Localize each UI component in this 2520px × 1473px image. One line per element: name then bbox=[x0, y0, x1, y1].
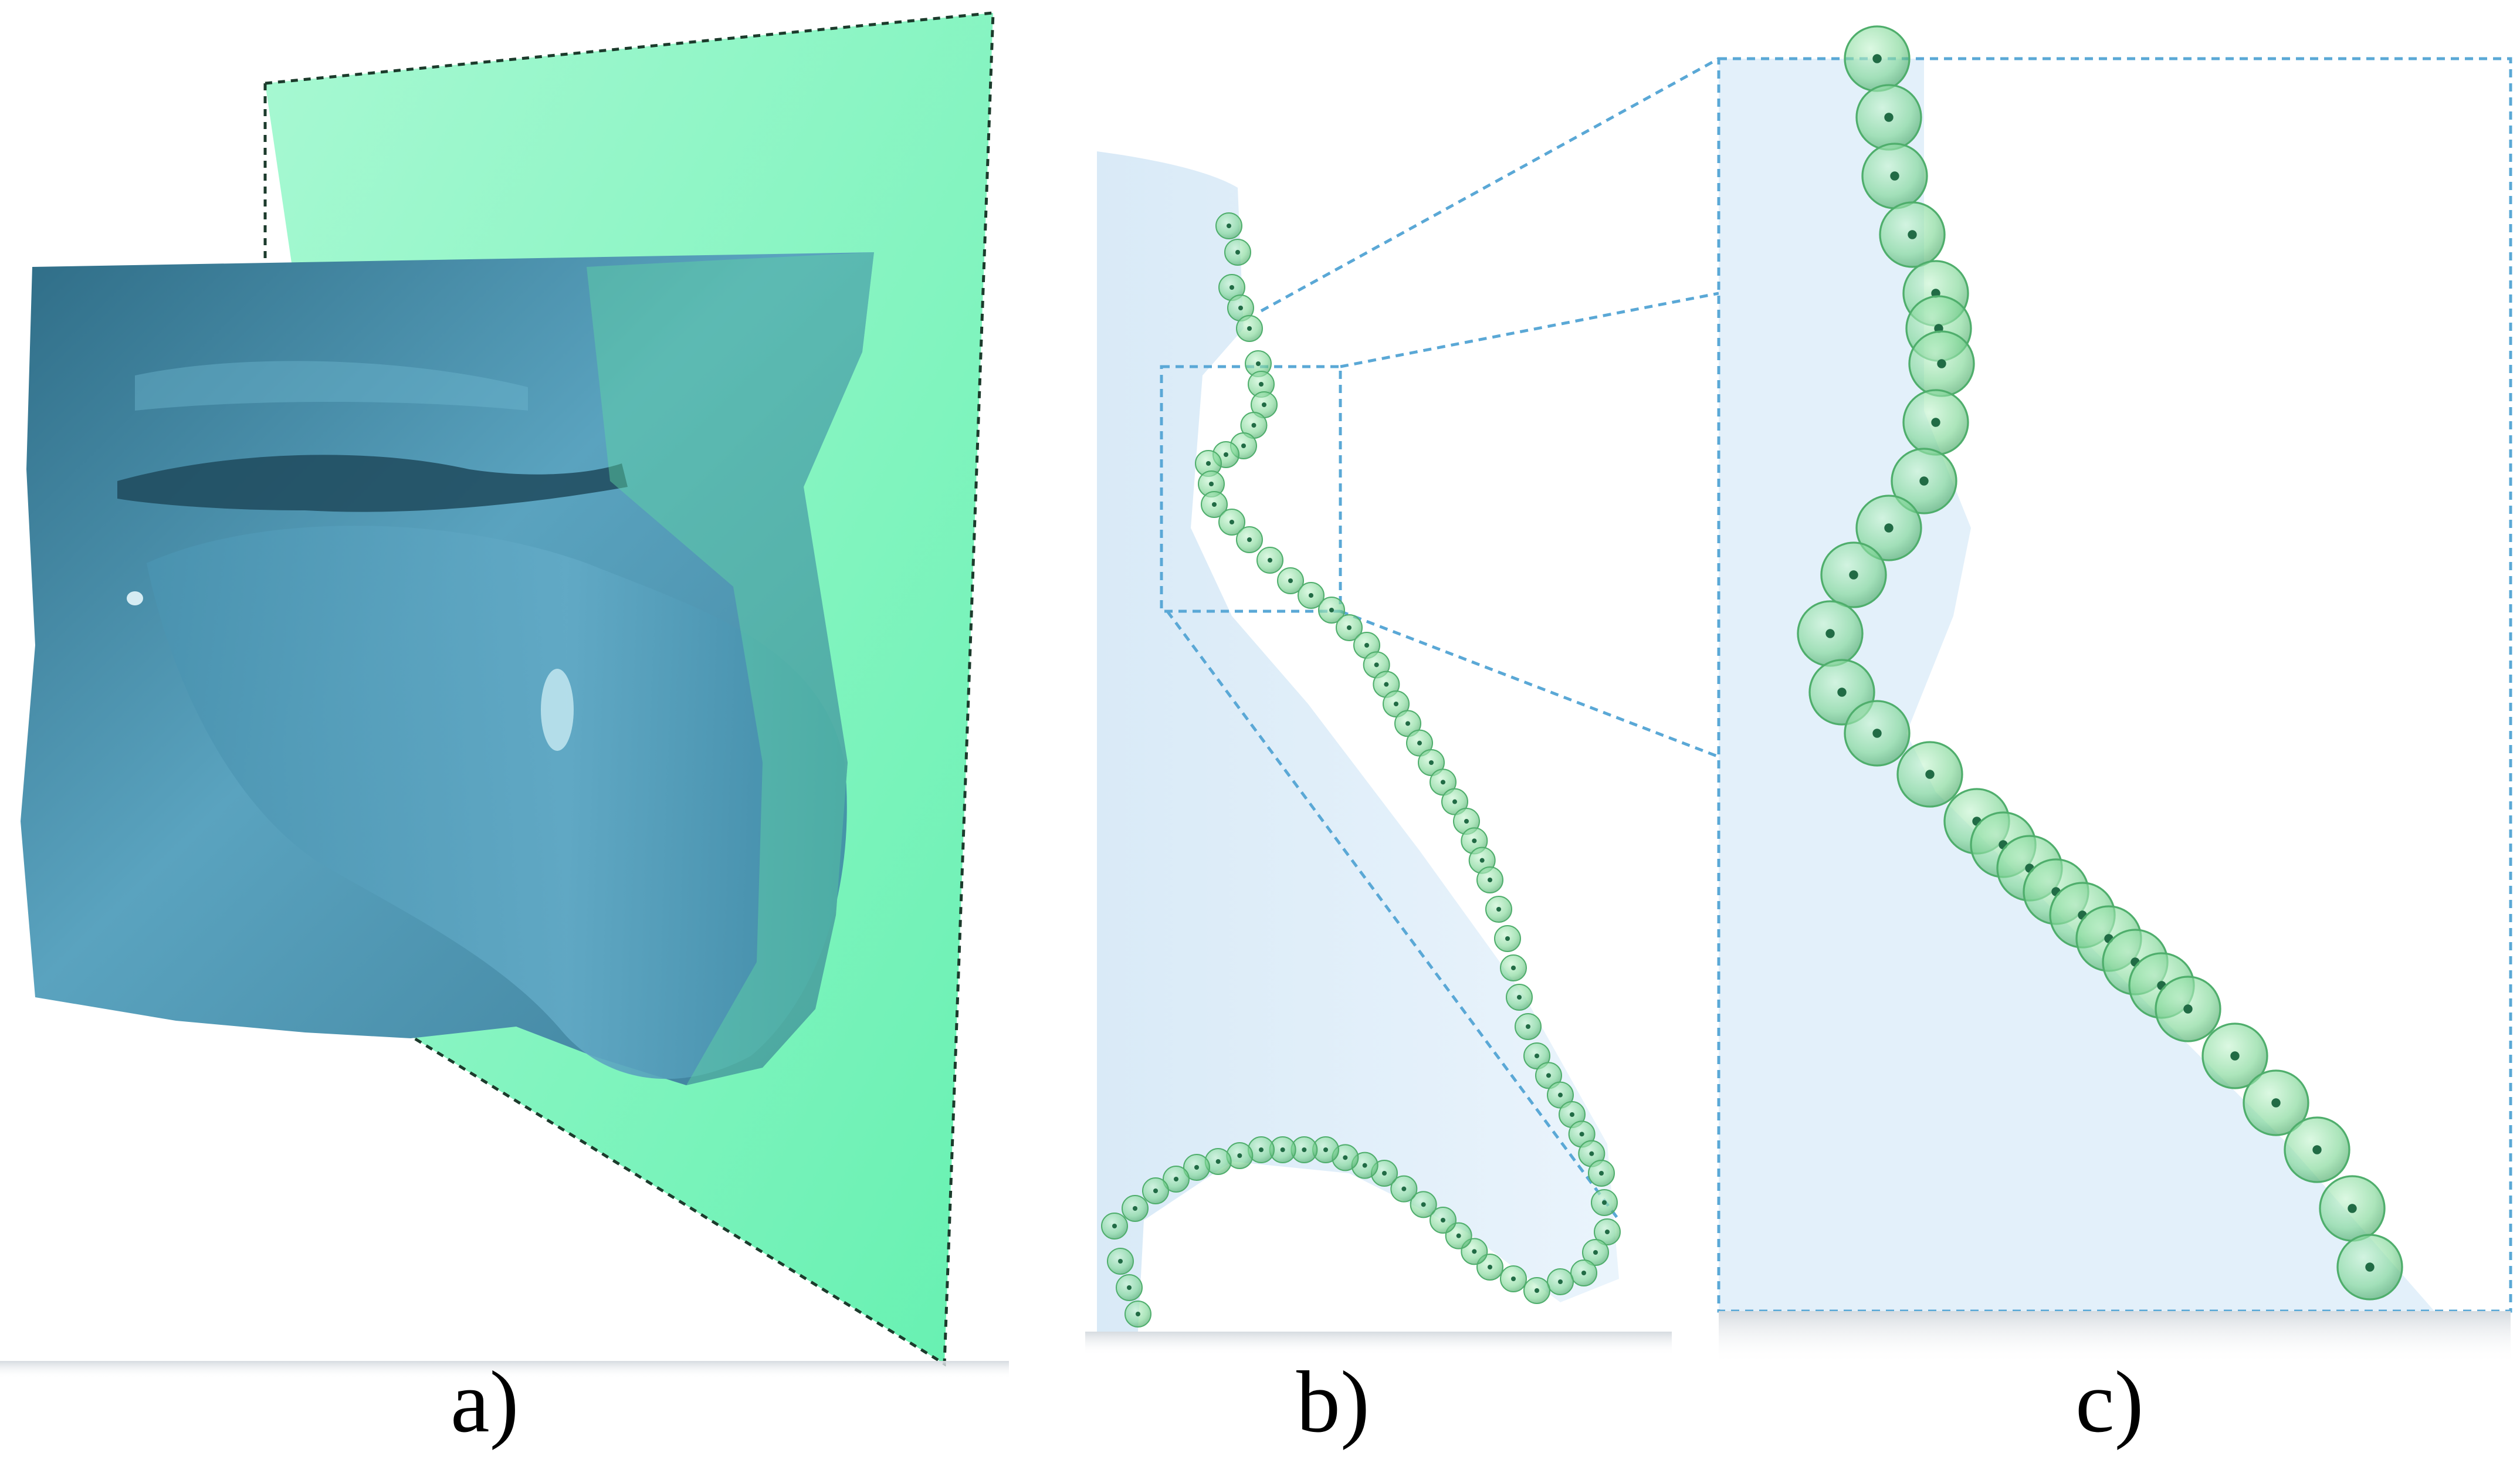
sphere bbox=[1855, 495, 1922, 561]
sphere bbox=[1485, 896, 1512, 923]
sphere bbox=[1353, 632, 1380, 659]
panel-a bbox=[0, 11, 1009, 1379]
sphere bbox=[1494, 925, 1521, 952]
sphere bbox=[1515, 1013, 1542, 1040]
sphere bbox=[1523, 1277, 1550, 1304]
sphere bbox=[1336, 614, 1363, 641]
sphere bbox=[2155, 976, 2221, 1042]
caption-b: b) bbox=[1296, 1353, 1370, 1451]
sphere bbox=[1861, 143, 1928, 209]
sphere bbox=[1240, 412, 1268, 439]
sphere bbox=[1588, 1160, 1615, 1187]
sphere bbox=[1226, 1142, 1254, 1169]
sphere bbox=[1248, 1136, 1275, 1163]
sphere bbox=[1578, 1140, 1606, 1167]
zoom-guide-lines bbox=[1166, 57, 1720, 1221]
sphere bbox=[1394, 710, 1421, 737]
sphere bbox=[1218, 509, 1245, 536]
sphere bbox=[1390, 1175, 1418, 1203]
surface-crease bbox=[117, 455, 628, 512]
sphere bbox=[1844, 700, 1911, 767]
caption-a: a) bbox=[451, 1353, 519, 1451]
sphere bbox=[1797, 600, 1864, 667]
sphere bbox=[1582, 1239, 1609, 1266]
sphere bbox=[1183, 1154, 1210, 1181]
sphere bbox=[1535, 1062, 1562, 1089]
surface-behind-plane bbox=[587, 252, 874, 1085]
sphere bbox=[1201, 491, 1228, 518]
panel-b bbox=[1085, 57, 1720, 1355]
sphere bbox=[1879, 201, 1946, 268]
sphere bbox=[1227, 294, 1254, 321]
sphere bbox=[1430, 768, 1457, 796]
sphere bbox=[1591, 1189, 1618, 1216]
sphere bbox=[1224, 239, 1251, 266]
sphere bbox=[1116, 1274, 1143, 1301]
sphere bbox=[1122, 1195, 1149, 1222]
sphere bbox=[1277, 567, 1304, 594]
sphere bbox=[2243, 1069, 2309, 1136]
sphere bbox=[1891, 448, 1957, 514]
sphere bbox=[1406, 729, 1433, 757]
sphere bbox=[1500, 1265, 1527, 1292]
sphere bbox=[1594, 1218, 1621, 1245]
sphere bbox=[2319, 1175, 2386, 1242]
sphere bbox=[1844, 25, 1911, 92]
sphere bbox=[1820, 541, 1887, 608]
panel-c bbox=[1717, 25, 2512, 1364]
sphere bbox=[1896, 741, 1963, 808]
sphere bbox=[1163, 1166, 1190, 1193]
sphere bbox=[1476, 866, 1503, 893]
sphere bbox=[1251, 391, 1278, 418]
sphere bbox=[1430, 1207, 1457, 1234]
sphere bbox=[2284, 1116, 2350, 1183]
sphere bbox=[2201, 1022, 2268, 1089]
sphere bbox=[1124, 1301, 1151, 1328]
surface-tongue bbox=[147, 526, 847, 1079]
sphere bbox=[1236, 526, 1263, 553]
sphere bbox=[1236, 315, 1263, 342]
sphere bbox=[1198, 470, 1225, 497]
sphere bbox=[1142, 1177, 1169, 1204]
sphere bbox=[1215, 212, 1242, 239]
sphere bbox=[1547, 1268, 1574, 1295]
sphere bbox=[1908, 330, 1975, 397]
sphere bbox=[1248, 371, 1275, 398]
sphere bbox=[1500, 954, 1527, 981]
sphere bbox=[1318, 597, 1345, 624]
sphere-chain-b bbox=[1101, 212, 1621, 1328]
cross-section-surface bbox=[1097, 151, 1619, 1332]
cutting-plane-outline bbox=[265, 11, 995, 1367]
sphere bbox=[1570, 1259, 1597, 1286]
sphere bbox=[1256, 547, 1283, 574]
sphere bbox=[2336, 1234, 2403, 1301]
sphere bbox=[1410, 1191, 1437, 1218]
sphere bbox=[1855, 84, 1922, 151]
sphere bbox=[1312, 1136, 1339, 1163]
caption-c: c) bbox=[2075, 1353, 2144, 1451]
sphere bbox=[1506, 984, 1533, 1011]
sphere bbox=[1204, 1148, 1232, 1175]
sphere bbox=[1902, 389, 1969, 456]
sphere-chain-c bbox=[1797, 25, 2403, 1301]
sphere bbox=[1101, 1213, 1128, 1240]
sphere bbox=[1298, 582, 1325, 609]
sphere bbox=[1107, 1248, 1134, 1275]
